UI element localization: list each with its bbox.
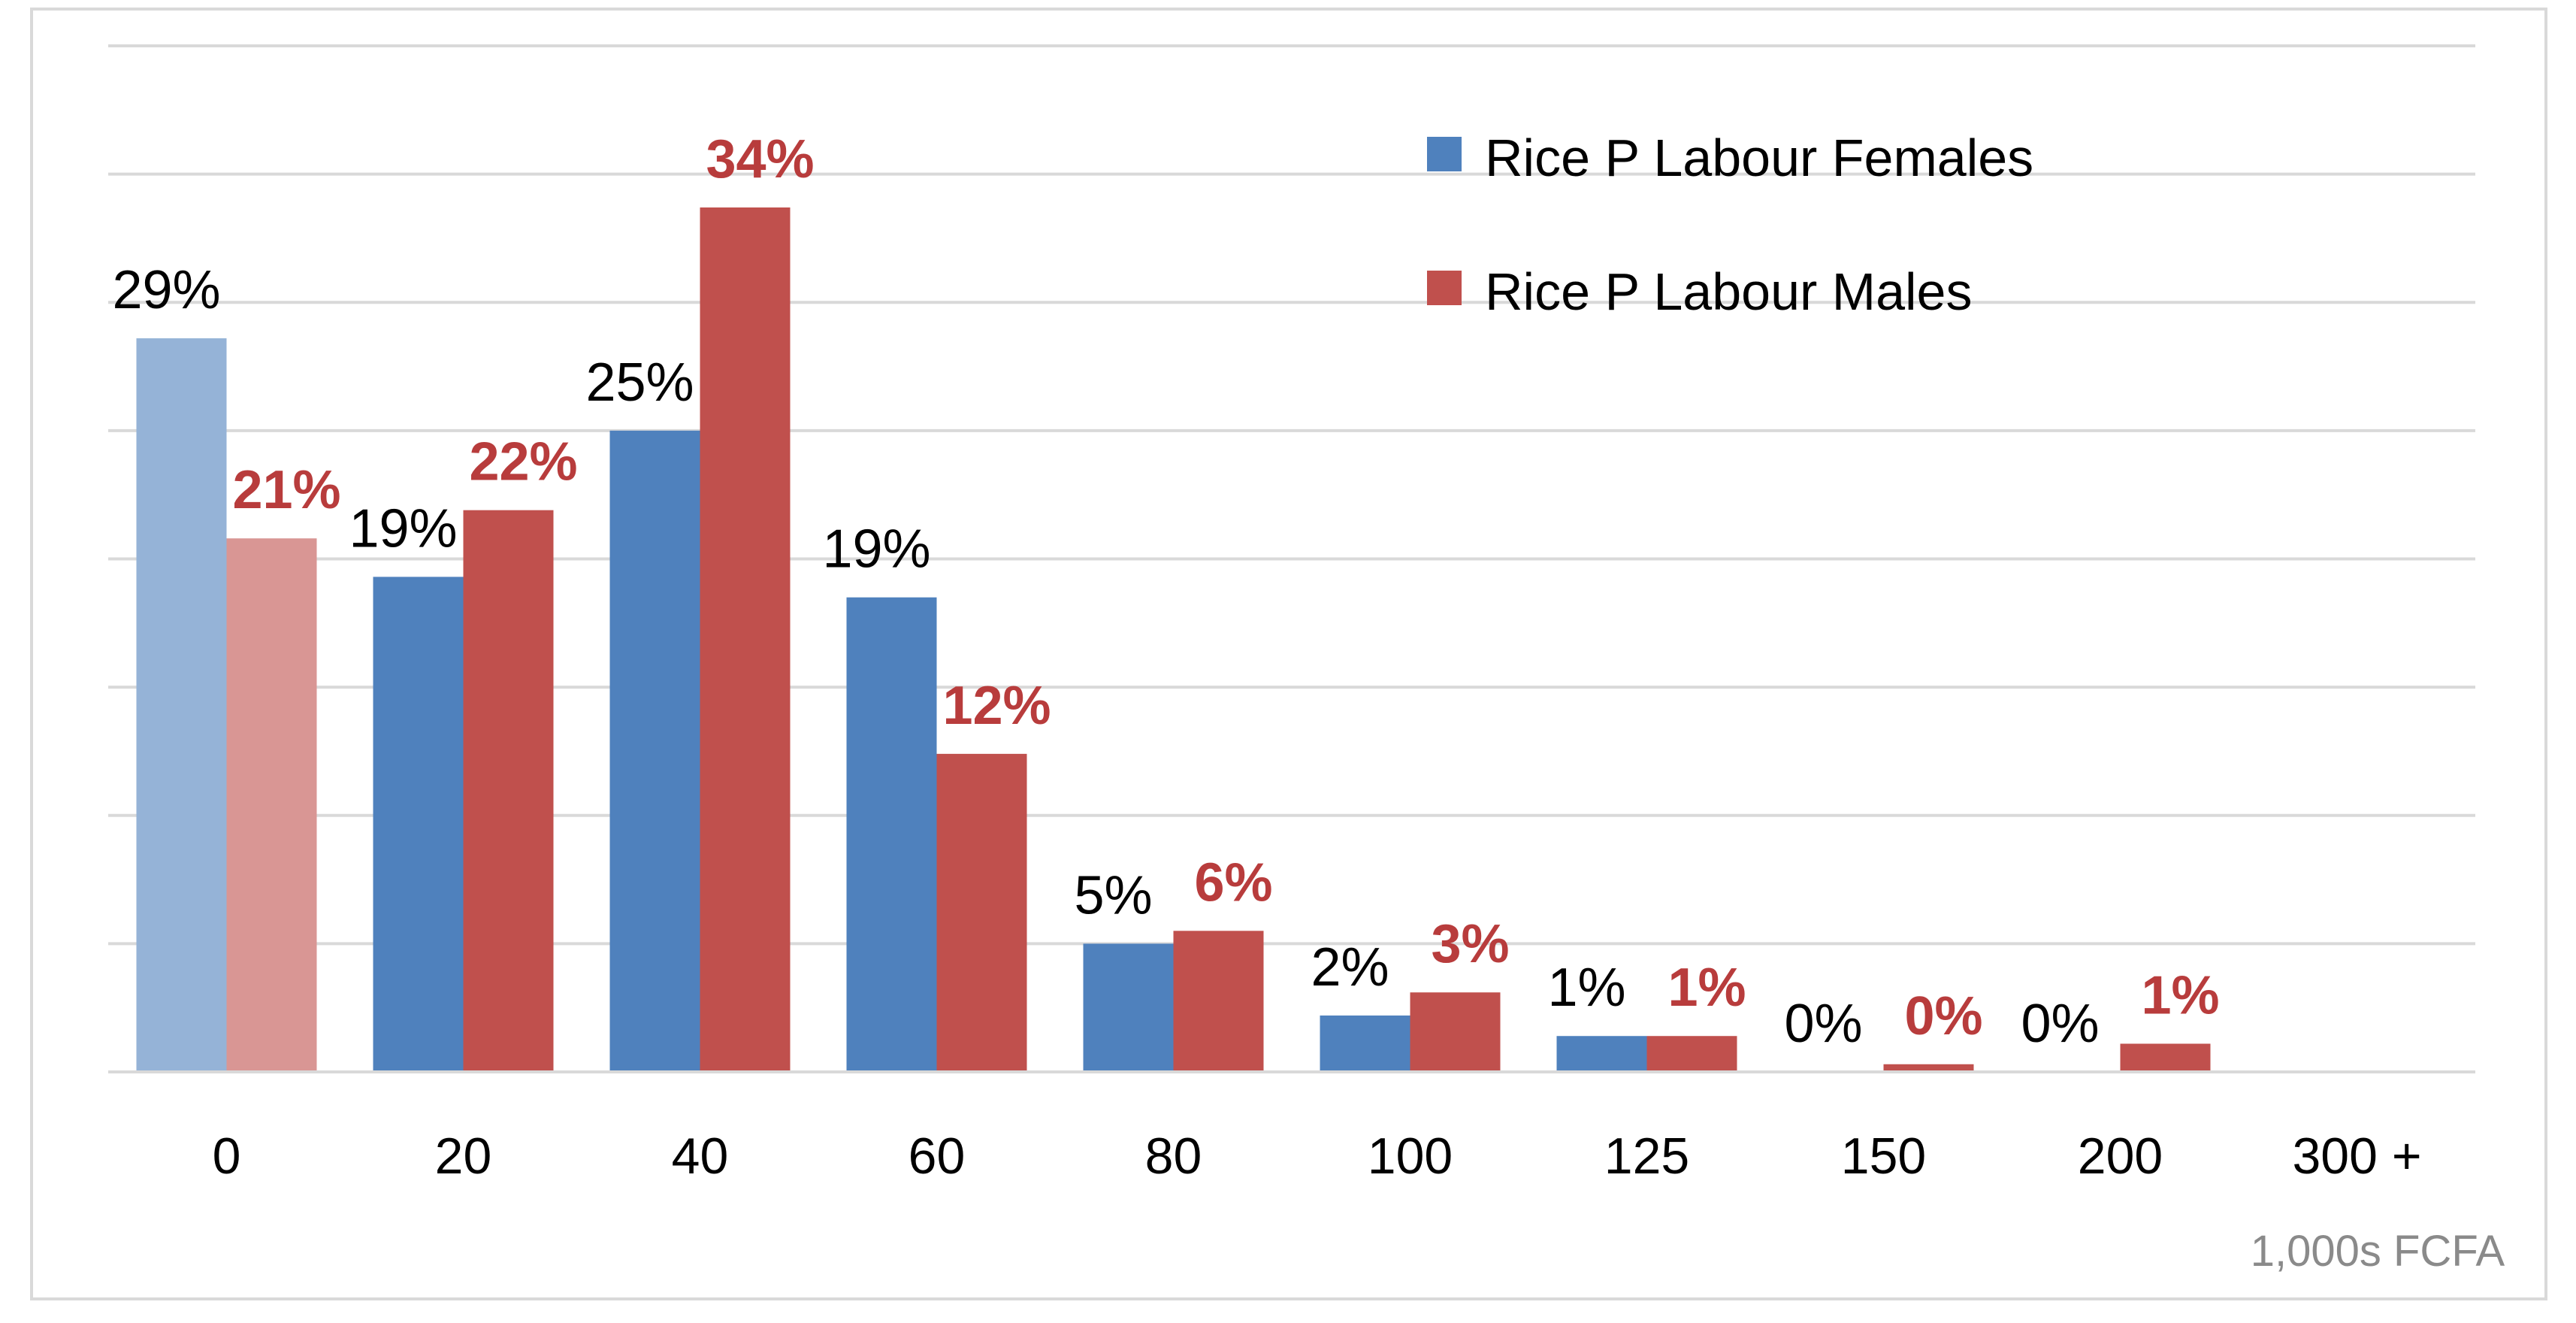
x-axis-unit-label: 1,000s FCFA — [2251, 1227, 2505, 1276]
x-tick-label: 80 — [1145, 1128, 1202, 1185]
data-label-females: 0% — [2021, 994, 2099, 1054]
bar-females-20 — [373, 577, 464, 1072]
x-tick-label: 100 — [1368, 1128, 1453, 1185]
chart-frame: 29% 21% 19% 22% 25% 34% 19% 12% 5% 6% 2% 3% 1% 1% 0% 0%… — [30, 8, 2547, 1300]
data-label-males: 12% — [942, 676, 1051, 736]
x-tick-label: 300 + — [2292, 1128, 2421, 1185]
bar-chart: 29%21%19%22%25%34%19%12%5% 6%2% 3%1% 1%0% 0%… — [108, 44, 2505, 1276]
legend-swatch-males — [1427, 271, 1462, 305]
bar-females-80 — [1083, 943, 1174, 1072]
data-label-males: 34% — [706, 129, 814, 189]
bar-females-40 — [609, 430, 700, 1072]
data-label-males: 1% — [1667, 958, 1746, 1018]
bar-males-60 — [936, 753, 1027, 1072]
bar-males-100 — [1410, 992, 1501, 1072]
bar-males-80 — [1173, 931, 1264, 1072]
data-label-males: 0% — [1904, 986, 1982, 1046]
data-label-males: 1% — [2141, 965, 2219, 1025]
bars — [136, 207, 2211, 1072]
legend: Rice P Labour Females Rice P Labour Males — [1427, 129, 2033, 321]
bar-females-125 — [1556, 1036, 1647, 1072]
bar-males-40 — [700, 207, 791, 1072]
legend-label-males: Rice P Labour Males — [1485, 262, 1973, 321]
bar-males-125 — [1646, 1036, 1737, 1072]
data-label-males: 22% — [469, 432, 577, 492]
x-tick-label: 200 — [2078, 1128, 2163, 1185]
x-tick-label: 40 — [672, 1128, 729, 1185]
x-axis: 0 20 40 60 80 100 125 150 200 300 + — [108, 1070, 2475, 1185]
legend-label-females: Rice P Labour Females — [1485, 129, 2033, 187]
data-label-males: 21% — [232, 460, 340, 520]
data-label-females: 2% — [1311, 937, 1389, 998]
data-label-females: 1% — [1547, 958, 1625, 1018]
x-tick-label: 60 — [909, 1128, 966, 1185]
legend-swatch-females — [1427, 137, 1462, 171]
data-label-females: 19% — [349, 498, 457, 559]
x-tick-label: 150 — [1841, 1128, 1926, 1185]
data-label-males: 6% — [1194, 852, 1272, 913]
data-label-females: 19% — [822, 519, 930, 580]
bar-males-0 — [226, 538, 317, 1072]
bar-males-150 — [1883, 1064, 1974, 1072]
data-label-males: 3% — [1431, 914, 1509, 974]
data-label-females: 5% — [1074, 865, 1152, 925]
bar-males-20 — [463, 510, 554, 1072]
bar-females-60 — [846, 597, 937, 1072]
bar-females-100 — [1320, 1015, 1410, 1072]
data-labels: 29%21%19%22%25%34%19%12%5% 6%2% 3%1% 1%0% 0%… — [112, 129, 2219, 1054]
bar-females-0 — [136, 338, 227, 1072]
data-label-females: 25% — [585, 353, 694, 413]
bar-males-200 — [2120, 1043, 2211, 1072]
data-label-females: 0% — [1784, 994, 1862, 1054]
x-tick-label: 0 — [213, 1128, 241, 1185]
data-label-females: 29% — [112, 260, 220, 320]
x-tick-label: 125 — [1604, 1128, 1689, 1185]
x-tick-label: 20 — [435, 1128, 492, 1185]
